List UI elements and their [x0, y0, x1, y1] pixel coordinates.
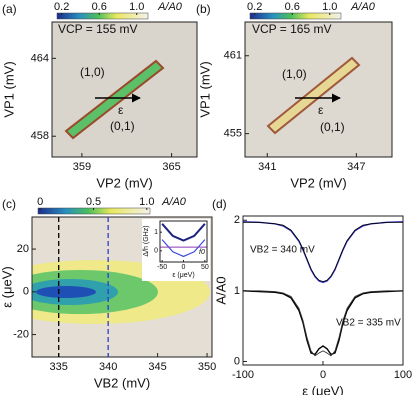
heatmap-stripe	[266, 56, 361, 135]
x-axis-label: ε (μeV)	[302, 383, 343, 395]
y-axis-label: VP1 (mV)	[1, 61, 16, 117]
x-axis-label: VP2 (mV)	[290, 175, 346, 190]
annotation: (1,0)	[282, 67, 307, 81]
x-tick-label: 345	[148, 361, 166, 373]
y-axis-label: A/A0	[213, 276, 228, 304]
heatmap-region	[36, 286, 96, 298]
annotation: VB2 = 335 mV	[336, 318, 401, 329]
heatmap	[32, 217, 212, 357]
colorbar-tick-label: 0.2	[54, 1, 69, 13]
colorbar-label: A/A0	[161, 196, 187, 208]
plot-frame	[244, 21, 393, 158]
inset-x-tick-label: -50	[157, 264, 167, 271]
heatmap-stripe	[64, 59, 165, 140]
y-tick-label: 461	[224, 50, 242, 62]
annotation: VCP = 165 mV	[252, 22, 332, 36]
colorbar-tick-label: 0.6	[285, 1, 300, 13]
annotation: VCP = 155 mV	[58, 22, 138, 36]
x-tick-label: 365	[162, 161, 180, 173]
data-line	[243, 290, 403, 357]
inset-x-tick-label: 50	[201, 264, 209, 271]
inset-x-label: ε (μeV)	[172, 272, 194, 279]
data-line	[243, 221, 403, 283]
colorbar	[37, 207, 151, 215]
colorbar-tick-label: 1.0	[129, 1, 144, 13]
annotation: (1,0)	[80, 65, 105, 79]
annotation: (0,1)	[320, 120, 345, 134]
y-tick-label: -20	[13, 328, 29, 340]
colorbar-tick-label: 0.2	[247, 1, 262, 13]
colorbar-tick-label: 0.5	[86, 196, 101, 208]
y-tick-label: 2	[234, 214, 240, 226]
panel-label: (b)	[196, 2, 211, 16]
panel-label: (d)	[212, 197, 227, 211]
x-tick-label: 341	[258, 161, 276, 173]
x-tick-label: 0	[320, 369, 326, 381]
plot-frame	[31, 216, 213, 358]
y-tick-label: 1	[234, 285, 240, 297]
y-tick-label: 0	[23, 286, 29, 298]
x-axis-label: VB2 (mV)	[94, 375, 150, 390]
colorbar-tick-label: 0.6	[92, 1, 107, 13]
x-tick-label: 335	[50, 361, 68, 373]
x-tick-label: 100	[394, 369, 412, 381]
colorbar-tick-label: 1.0	[322, 1, 337, 13]
y-axis-label: VP1 (mV)	[197, 61, 212, 117]
annotation: ε	[318, 103, 324, 117]
colorbar-label: A/A0	[157, 1, 183, 13]
y-tick-label: 20	[17, 243, 29, 255]
colorbar-label: A/A0	[350, 1, 376, 13]
annotation: (0,1)	[110, 119, 135, 133]
panel-label: (c)	[2, 197, 16, 211]
inset-y-label: Δ/h (GHz)	[143, 225, 150, 256]
y-tick-label: 455	[224, 128, 242, 140]
x-tick-label: 340	[99, 361, 117, 373]
y-tick-label: 464	[31, 52, 49, 64]
colorbar	[56, 12, 149, 20]
inset-line	[161, 239, 206, 258]
inset-frame	[159, 220, 208, 263]
inset-y-tick-label: 1	[154, 229, 158, 236]
y-axis-label: ε (μeV)	[0, 266, 14, 307]
inset-y-tick-label: 0	[154, 248, 158, 255]
data-line	[242, 290, 404, 356]
plot-frame	[242, 215, 404, 366]
colorbar-tick-label: 0	[37, 196, 43, 208]
colorbar	[249, 12, 342, 20]
colorbar-tick-label: 1.0	[139, 196, 154, 208]
y-tick-label: 458	[31, 130, 49, 142]
inset-x-tick-label: 0	[182, 264, 186, 271]
y-tick-label: 0	[234, 355, 240, 367]
panel-label: (a)	[2, 2, 17, 16]
plot-frame	[51, 21, 198, 158]
annotation: VB2 = 340 mV	[250, 245, 315, 256]
inset-line	[161, 223, 206, 242]
x-tick-label: 350	[198, 361, 216, 373]
inset-annotation: f0	[199, 249, 205, 256]
annotation: ε	[118, 103, 124, 117]
x-tick-label: -100	[232, 369, 254, 381]
x-axis-label: VP2 (mV)	[96, 175, 152, 190]
data-line	[242, 220, 404, 284]
x-tick-label: 347	[347, 161, 365, 173]
x-tick-label: 359	[73, 161, 91, 173]
